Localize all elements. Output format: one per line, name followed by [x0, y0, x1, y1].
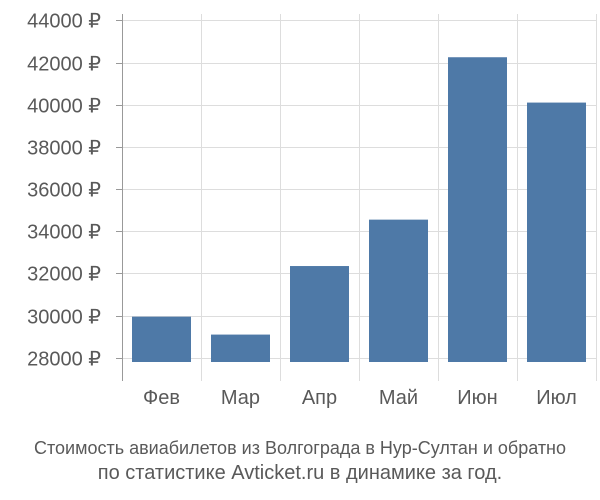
- axes: [116, 14, 123, 381]
- y-tick-label: 40000 ₽: [27, 96, 101, 118]
- bar-4: [369, 219, 428, 362]
- bars: [132, 57, 586, 363]
- bar-chart: 28000 ₽ 30000 ₽ 32000 ₽ 34000 ₽ 36000 ₽ 38000…: [27, 11, 597, 410]
- x-tick-label: Май: [379, 387, 418, 409]
- x-tick-label: Апр: [302, 387, 337, 409]
- bar-6: [527, 102, 586, 362]
- bar-1: [132, 316, 191, 362]
- bar-3: [290, 266, 349, 362]
- x-tick-label: Июн: [457, 387, 497, 409]
- y-tick-label: 28000 ₽: [27, 349, 101, 371]
- y-tick-label: 32000 ₽: [27, 264, 101, 286]
- y-tick-label: 30000 ₽: [27, 307, 101, 329]
- tick-labels: 28000 ₽ 30000 ₽ 32000 ₽ 34000 ₽ 36000 ₽ 38000…: [27, 11, 577, 410]
- x-tick-label: Мар: [221, 387, 260, 409]
- y-tick-label: 34000 ₽: [27, 222, 101, 244]
- chart-caption-line-2: по статистике Avticket.ru в динамике за …: [97, 462, 503, 484]
- x-tick-label: Июл: [536, 387, 577, 409]
- y-tick-label: 36000 ₽: [27, 180, 101, 202]
- bar-2: [211, 334, 270, 362]
- bar-5: [448, 57, 507, 363]
- chart-caption-line-1: Стоимость авиабилетов из Волгограда в Ну…: [33, 438, 567, 458]
- grid-lines: [122, 14, 597, 381]
- y-tick-label: 44000 ₽: [27, 11, 101, 33]
- y-tick-label: 38000 ₽: [27, 138, 101, 160]
- x-tick-label: Фев: [143, 387, 180, 409]
- y-tick-label: 42000 ₽: [27, 54, 101, 76]
